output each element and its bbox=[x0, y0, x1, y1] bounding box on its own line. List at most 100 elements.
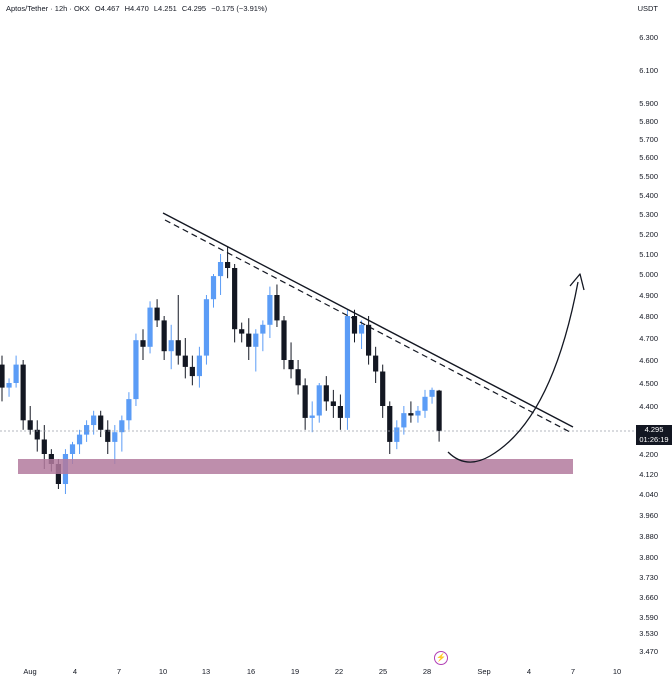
trendline-solid bbox=[162, 212, 574, 428]
candle-body bbox=[210, 276, 217, 300]
candle-body bbox=[415, 410, 421, 416]
candle-body bbox=[41, 439, 47, 454]
candle-body bbox=[182, 355, 188, 367]
price-tick-label: 3.530 bbox=[639, 629, 658, 638]
time-tick-label: 25 bbox=[379, 667, 387, 676]
candle-body bbox=[302, 385, 308, 418]
candle-body bbox=[147, 307, 153, 347]
price-tick-label: 6.300 bbox=[639, 33, 658, 42]
candle-body bbox=[316, 385, 322, 416]
candle-body bbox=[387, 406, 393, 442]
time-tick-label: 4 bbox=[527, 667, 531, 676]
time-tick-label: 4 bbox=[73, 667, 77, 676]
candle-body bbox=[196, 355, 202, 377]
price-tick-label: 5.100 bbox=[639, 250, 658, 259]
candle-body bbox=[394, 427, 400, 442]
candle-body bbox=[401, 413, 407, 428]
time-tick-label: Aug bbox=[23, 667, 36, 676]
candle-body bbox=[34, 429, 40, 440]
candle-body bbox=[436, 390, 442, 431]
candle-body bbox=[295, 369, 301, 386]
candle-body bbox=[422, 396, 428, 411]
candle-body bbox=[126, 399, 132, 421]
price-tick-label: 5.300 bbox=[639, 210, 658, 219]
candle-body bbox=[0, 364, 5, 388]
candle-body bbox=[189, 366, 195, 377]
candle-body bbox=[27, 420, 33, 430]
candle-body bbox=[175, 340, 181, 356]
candle-body bbox=[337, 406, 343, 418]
candles-layer bbox=[0, 246, 442, 494]
price-tick-label: 4.800 bbox=[639, 312, 658, 321]
candle-body bbox=[267, 295, 273, 325]
candle-body bbox=[203, 299, 210, 356]
candle-body bbox=[154, 307, 160, 321]
price-tick-label: 5.600 bbox=[639, 153, 658, 162]
time-tick-label: 13 bbox=[202, 667, 210, 676]
candle-body bbox=[253, 333, 259, 347]
time-tick-label: 28 bbox=[423, 667, 431, 676]
time-tick-label: Sep bbox=[477, 667, 490, 676]
time-tick-label: 16 bbox=[247, 667, 255, 676]
candle-body bbox=[373, 355, 379, 372]
time-tick-label: 19 bbox=[291, 667, 299, 676]
candle-body bbox=[140, 340, 146, 347]
price-tick-label: 5.700 bbox=[639, 135, 658, 144]
candle-body bbox=[69, 444, 76, 454]
candle-body bbox=[161, 320, 167, 352]
price-tick-label: 4.500 bbox=[639, 379, 658, 388]
candle-body bbox=[358, 324, 365, 334]
candle-body bbox=[309, 415, 315, 418]
time-tick-label: 22 bbox=[335, 667, 343, 676]
candle-body bbox=[380, 371, 386, 406]
tradingview-lightning-icon[interactable]: ⚡ bbox=[434, 651, 448, 665]
time-axis: Aug 4 7 10 13 16 19 22 25 28 Sep 4 7 10 bbox=[23, 667, 621, 676]
price-tick-label: 3.590 bbox=[639, 613, 658, 622]
price-tick-label: 5.900 bbox=[639, 99, 658, 108]
price-tick-label: 5.000 bbox=[639, 270, 658, 279]
candle-body bbox=[20, 364, 26, 421]
price-tick-label: 5.200 bbox=[639, 230, 658, 239]
current-price-value: 4.295 bbox=[644, 425, 664, 434]
low-value: L4.251 bbox=[153, 4, 177, 13]
time-tick-label: 7 bbox=[117, 667, 121, 676]
candle-body bbox=[133, 340, 139, 400]
candle-body bbox=[232, 268, 238, 330]
currency-label: USDT bbox=[637, 4, 658, 13]
candle-body bbox=[225, 262, 231, 268]
candle-body bbox=[330, 401, 336, 406]
price-tick-label: 4.900 bbox=[639, 291, 658, 300]
candle-body bbox=[246, 333, 252, 347]
price-tick-label: 5.800 bbox=[639, 117, 658, 126]
price-tick-label: 3.660 bbox=[639, 593, 658, 602]
candle-body bbox=[105, 429, 111, 442]
current-price-label: 4.295 01:26:19 bbox=[636, 425, 672, 445]
arrowhead-icon bbox=[569, 273, 585, 291]
price-axis: 6.300 6.100 5.900 5.800 5.700 5.600 5.500 5.400… bbox=[639, 33, 658, 656]
bar-countdown: 01:26:19 bbox=[639, 435, 669, 444]
symbol-label[interactable]: Aptos/Tether · 12h · OKX bbox=[6, 4, 90, 13]
price-tick-label: 6.100 bbox=[639, 66, 658, 75]
candle-body bbox=[91, 415, 97, 426]
candle-body bbox=[281, 320, 287, 360]
price-tick-label: 3.800 bbox=[639, 553, 658, 562]
price-tick-label: 3.470 bbox=[639, 647, 658, 656]
price-tick-label: 4.120 bbox=[639, 470, 658, 479]
price-tick-label: 3.880 bbox=[639, 532, 658, 541]
candle-body bbox=[429, 389, 435, 397]
candle-body bbox=[288, 360, 294, 370]
candle-body bbox=[84, 425, 90, 435]
candle-body bbox=[76, 434, 83, 445]
price-tick-label: 3.960 bbox=[639, 511, 658, 520]
price-tick-label: 5.400 bbox=[639, 191, 658, 200]
price-tick-label: 4.600 bbox=[639, 356, 658, 365]
candle-body bbox=[323, 385, 329, 402]
chart-header: Aptos/Tether · 12h · OKX O4.467 H4.470 L… bbox=[6, 4, 270, 13]
candle-body bbox=[112, 432, 118, 442]
price-tick-label: 3.730 bbox=[639, 573, 658, 582]
price-tick-label: 5.500 bbox=[639, 172, 658, 181]
time-tick-label: 7 bbox=[571, 667, 575, 676]
change-value: −0.175 (−3.91%) bbox=[211, 4, 268, 13]
price-tick-label: 4.200 bbox=[639, 450, 658, 459]
